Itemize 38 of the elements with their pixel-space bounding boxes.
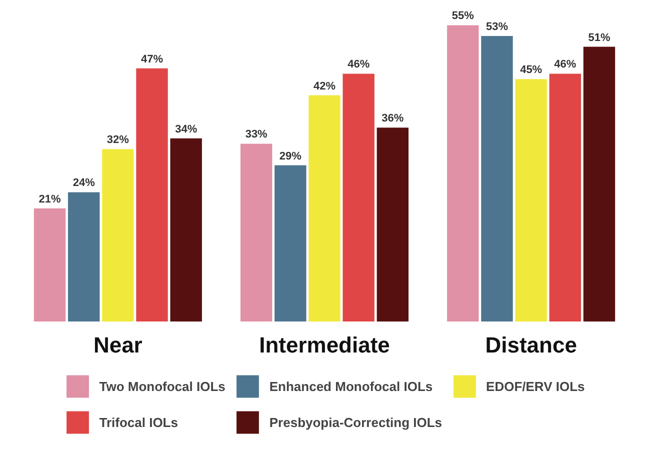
data-label: 45% [520,64,542,76]
legend-label: Presbyopia-Correcting IOLs [269,414,442,430]
x-tick-label: Near [93,332,143,358]
bar [342,74,374,322]
bar [549,74,582,322]
bar [34,208,66,322]
data-label: 21% [38,193,61,206]
bar [170,138,202,322]
bar [515,79,547,322]
bar [274,165,306,322]
legend-label: Two Monofocal IOLs [99,378,226,394]
data-label: 33% [245,128,268,141]
bar [102,149,134,322]
legend-label: Enhanced Monofocal IOLs [269,378,433,394]
bar [447,25,479,322]
legend-label: Trifocal IOLs [99,414,178,430]
x-tick-label: Intermediate [259,332,390,358]
data-label: 46% [348,58,370,71]
bar [376,128,409,322]
bar [481,36,513,322]
data-label: 36% [382,112,404,125]
data-label: 29% [279,150,302,162]
data-label: 51% [588,32,610,44]
data-label: 46% [554,58,576,71]
bar [308,95,340,322]
legend-label: EDOF/ERV IOLs [486,378,585,394]
bar [136,68,168,322]
bar [68,192,100,322]
data-label: 34% [175,123,198,136]
data-label: 55% [452,10,474,22]
data-label: 24% [72,177,96,190]
data-label: 42% [313,80,336,92]
data-label: 32% [106,134,130,146]
x-tick-label: Distance [485,332,577,358]
bar [583,46,616,322]
bar [240,144,272,322]
data-label: 47% [141,53,164,66]
data-label: 53% [486,21,508,34]
